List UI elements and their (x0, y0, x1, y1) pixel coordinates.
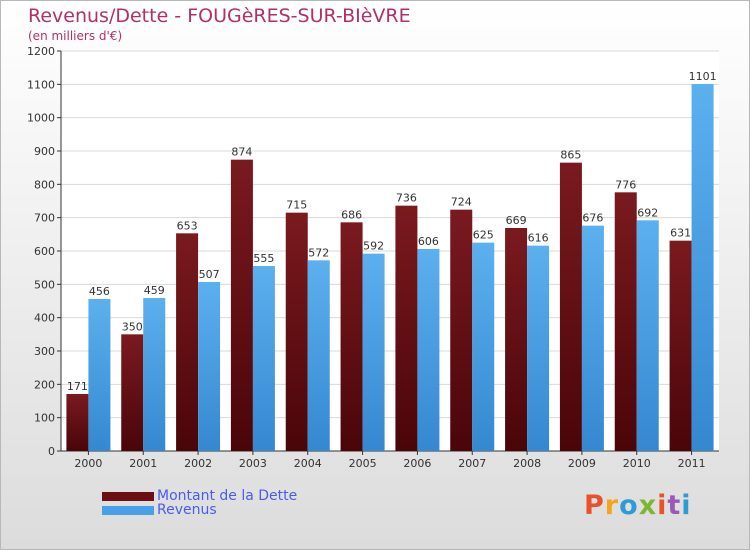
bar-revenus (691, 84, 714, 451)
x-tick-label: 2006 (403, 457, 431, 470)
bar-dette (559, 162, 582, 451)
logo-letter: o (619, 490, 639, 521)
x-tick-label: 2001 (129, 457, 157, 470)
bar-revenus (143, 298, 166, 451)
bar-dette (450, 209, 473, 451)
bar-revenus (636, 220, 659, 451)
bar-revenus (472, 242, 495, 451)
data-label-dette: 724 (451, 196, 472, 209)
y-tick-label: 500 (34, 278, 55, 291)
x-tick-label: 2008 (513, 457, 541, 470)
data-label-dette: 669 (506, 214, 527, 227)
data-label-revenus: 692 (637, 206, 658, 219)
logo-letter: P (584, 490, 605, 521)
logo-letter: i (657, 490, 668, 521)
x-tick-label: 2009 (568, 457, 596, 470)
y-tick-label: 0 (48, 445, 55, 458)
data-label-revenus: 592 (363, 240, 384, 253)
legend-swatch-revenus (102, 505, 154, 515)
legend-label-dette: Montant de la Dette (157, 488, 298, 504)
bar-dette (614, 192, 637, 452)
bar-revenus (527, 245, 550, 451)
x-tick-label: 2010 (623, 457, 651, 470)
y-tick-label: 1000 (27, 112, 55, 125)
legend-swatch-dette (102, 491, 154, 501)
x-tick-label: 2003 (239, 457, 267, 470)
data-label-revenus: 507 (199, 268, 220, 281)
x-tick-label: 2004 (294, 457, 322, 470)
bar-revenus (362, 253, 385, 451)
data-label-revenus: 676 (582, 212, 603, 225)
y-tick-label: 300 (34, 345, 55, 358)
y-tick-label: 400 (34, 312, 55, 325)
bar-revenus (417, 249, 440, 451)
data-label-dette: 653 (177, 219, 198, 232)
x-tick-label: 2005 (349, 457, 377, 470)
y-tick-label: 1200 (27, 45, 55, 58)
data-label-revenus: 456 (89, 285, 110, 298)
data-label-dette: 631 (670, 227, 691, 240)
bar-dette (230, 159, 253, 451)
legend-item-revenus: Revenus (102, 502, 217, 518)
y-tick-label: 700 (34, 212, 55, 225)
legend-item-dette: Montant de la Dette (102, 488, 298, 504)
bar-dette (285, 212, 308, 451)
x-tick-label: 2011 (678, 457, 706, 470)
logo-letter: x (638, 490, 658, 521)
bar-dette (505, 228, 528, 451)
y-tick-label: 200 (34, 378, 55, 391)
bar-revenus (307, 260, 330, 451)
data-label-revenus: 606 (418, 235, 439, 248)
data-label-dette: 171 (67, 380, 88, 393)
bar-revenus (88, 299, 111, 451)
bar-dette (395, 205, 418, 451)
data-label-dette: 874 (231, 146, 252, 159)
bar-revenus (581, 225, 604, 451)
data-label-revenus: 459 (144, 284, 165, 297)
bar-dette (66, 394, 89, 451)
logo-letter: r (604, 490, 620, 521)
data-label-dette: 715 (286, 199, 307, 212)
y-tick-label: 900 (34, 145, 55, 158)
bar-dette (176, 233, 199, 451)
y-tick-label: 600 (34, 245, 55, 258)
x-tick-label: 2007 (458, 457, 486, 470)
bar-revenus (198, 282, 221, 451)
y-tick-label: 100 (34, 412, 55, 425)
data-label-dette: 736 (396, 192, 417, 205)
y-tick-label: 800 (34, 178, 55, 191)
data-label-revenus: 616 (528, 232, 549, 245)
bar-dette (669, 240, 692, 451)
x-tick-label: 2002 (184, 457, 212, 470)
data-label-dette: 350 (122, 320, 143, 333)
bar-revenus (252, 266, 275, 451)
legend-label-revenus: Revenus (157, 502, 217, 518)
data-label-dette: 776 (615, 178, 636, 191)
proxiti-logo: Proxiti (584, 490, 692, 521)
data-label-revenus: 1101 (689, 70, 717, 83)
chart-subtitle: (en milliers d'€) (28, 29, 123, 43)
x-tick-label: 2000 (74, 457, 102, 470)
data-label-dette: 865 (560, 149, 581, 162)
logo-letter: i (681, 490, 692, 521)
bar-dette (340, 222, 363, 451)
data-label-dette: 686 (341, 208, 362, 221)
logo-letter: t (667, 490, 682, 521)
y-tick-label: 1100 (27, 78, 55, 91)
data-label-revenus: 555 (253, 252, 274, 265)
data-label-revenus: 625 (473, 229, 494, 242)
bar-dette (121, 334, 144, 451)
data-label-revenus: 572 (308, 246, 329, 259)
chart-title: Revenus/Dette - FOUGèRES-SUR-BIèVRE (28, 5, 411, 27)
